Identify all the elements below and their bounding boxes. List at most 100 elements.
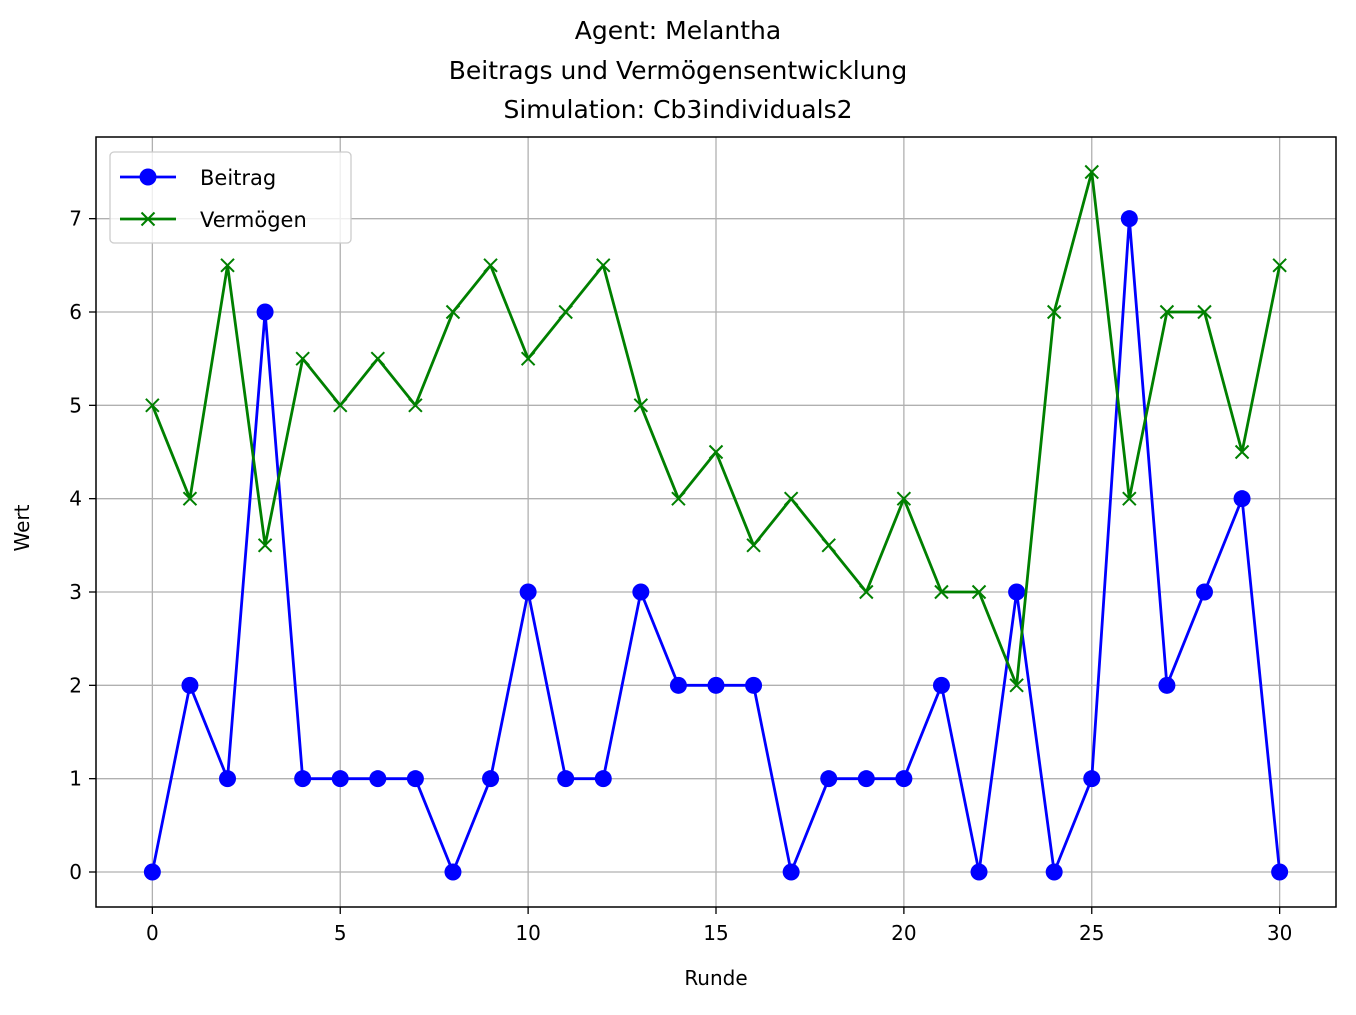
x-marker-stroke: [408, 398, 423, 413]
y-tick-label: 4: [69, 487, 82, 511]
data-point: [1046, 304, 1062, 320]
data-point: [369, 770, 387, 788]
data-point: [558, 304, 573, 320]
data-point: [256, 303, 274, 321]
data-point: [408, 398, 423, 413]
x-axis-label: Runde: [684, 966, 748, 990]
y-axis-ticks: 0 1 2 3 4 5 6 7: [69, 207, 96, 884]
x-marker-stroke: [1084, 164, 1099, 180]
x-marker-stroke: [257, 538, 273, 553]
data-point: [1045, 863, 1063, 881]
data-point: [746, 538, 761, 553]
chart-title-line-2: Beitrags und Vermögensentwicklung: [448, 56, 908, 85]
data-point: [220, 258, 235, 273]
x-marker-stroke: [370, 351, 386, 366]
data-point: [1197, 304, 1212, 320]
x-marker-stroke: [1009, 678, 1024, 693]
series-layer: [143, 164, 1289, 881]
data-point: [859, 584, 874, 600]
data-point: [895, 770, 913, 788]
data-point: [557, 770, 575, 788]
x-marker-stroke: [708, 444, 724, 460]
data-point: [821, 538, 836, 553]
data-point: [1120, 210, 1138, 228]
x-marker-stroke: [783, 491, 799, 506]
data-point: [445, 304, 461, 320]
data-point: [1009, 678, 1024, 693]
x-marker-stroke: [483, 258, 498, 273]
data-point: [1159, 304, 1175, 320]
data-point: [594, 770, 612, 788]
x-marker-stroke: [934, 584, 949, 600]
data-point: [707, 676, 725, 694]
y-tick-label: 1: [69, 767, 82, 791]
data-point: [669, 676, 687, 694]
data-point: [219, 770, 237, 788]
data-point: [257, 538, 273, 553]
data-point: [1234, 444, 1250, 460]
x-marker-stroke: [971, 584, 987, 600]
y-tick-label: 5: [69, 393, 82, 417]
data-point: [971, 584, 987, 600]
x-marker-stroke: [558, 304, 573, 320]
chart-title-line-1: Agent: Melantha: [574, 16, 782, 45]
y-axis-label: Wert: [10, 504, 34, 552]
x-marker-stroke: [145, 398, 160, 413]
legend-label: Vermögen: [200, 208, 307, 232]
data-point: [145, 398, 160, 413]
data-point: [333, 398, 348, 413]
data-point: [1271, 863, 1289, 881]
data-point: [519, 583, 537, 601]
y-tick-label: 6: [69, 300, 82, 324]
x-marker-stroke: [896, 491, 912, 506]
data-point: [1233, 490, 1251, 508]
x-marker-stroke: [1272, 258, 1287, 273]
x-marker-stroke: [182, 491, 198, 506]
data-point: [295, 351, 310, 366]
legend-marker: [139, 168, 157, 186]
data-point: [782, 863, 800, 881]
data-point: [932, 676, 950, 694]
data-point: [1084, 164, 1099, 180]
x-tick-label: 15: [703, 921, 728, 945]
x-marker-stroke: [1122, 491, 1137, 506]
data-point: [745, 676, 763, 694]
data-point: [1122, 491, 1137, 506]
data-point: [370, 351, 386, 366]
x-marker-stroke: [140, 211, 156, 227]
y-tick-label: 2: [69, 673, 82, 697]
data-point: [632, 583, 650, 601]
x-marker-stroke: [746, 538, 761, 553]
x-marker-stroke: [1159, 304, 1175, 320]
y-tick-label: 3: [69, 580, 82, 604]
x-marker-stroke: [859, 584, 874, 600]
x-marker-stroke: [671, 491, 686, 506]
x-marker-stroke: [821, 538, 836, 553]
x-tick-label: 25: [1079, 921, 1104, 945]
x-tick-label: 20: [891, 921, 916, 945]
data-point: [1008, 583, 1026, 601]
series-1: [145, 164, 1287, 693]
x-tick-label: 5: [334, 921, 347, 945]
data-point: [483, 258, 498, 273]
x-marker-stroke: [295, 351, 310, 366]
data-point: [857, 770, 875, 788]
data-point: [596, 258, 611, 273]
x-tick-label: 30: [1267, 921, 1292, 945]
data-point: [182, 491, 198, 506]
data-point: [671, 491, 686, 506]
legend-marker: [140, 211, 156, 227]
x-marker-stroke: [1234, 444, 1250, 460]
data-point: [820, 770, 838, 788]
x-marker-stroke: [1197, 304, 1212, 320]
data-point: [294, 770, 312, 788]
x-marker-stroke: [333, 398, 348, 413]
chart-title-line-3: Simulation: Cb3individuals2: [503, 95, 853, 124]
data-point: [1158, 676, 1176, 694]
data-point: [970, 863, 988, 881]
data-point: [896, 491, 912, 506]
x-marker-stroke: [520, 351, 536, 366]
data-point: [520, 351, 536, 366]
data-point: [181, 676, 199, 694]
legend-entry: Beitrag: [120, 166, 276, 190]
